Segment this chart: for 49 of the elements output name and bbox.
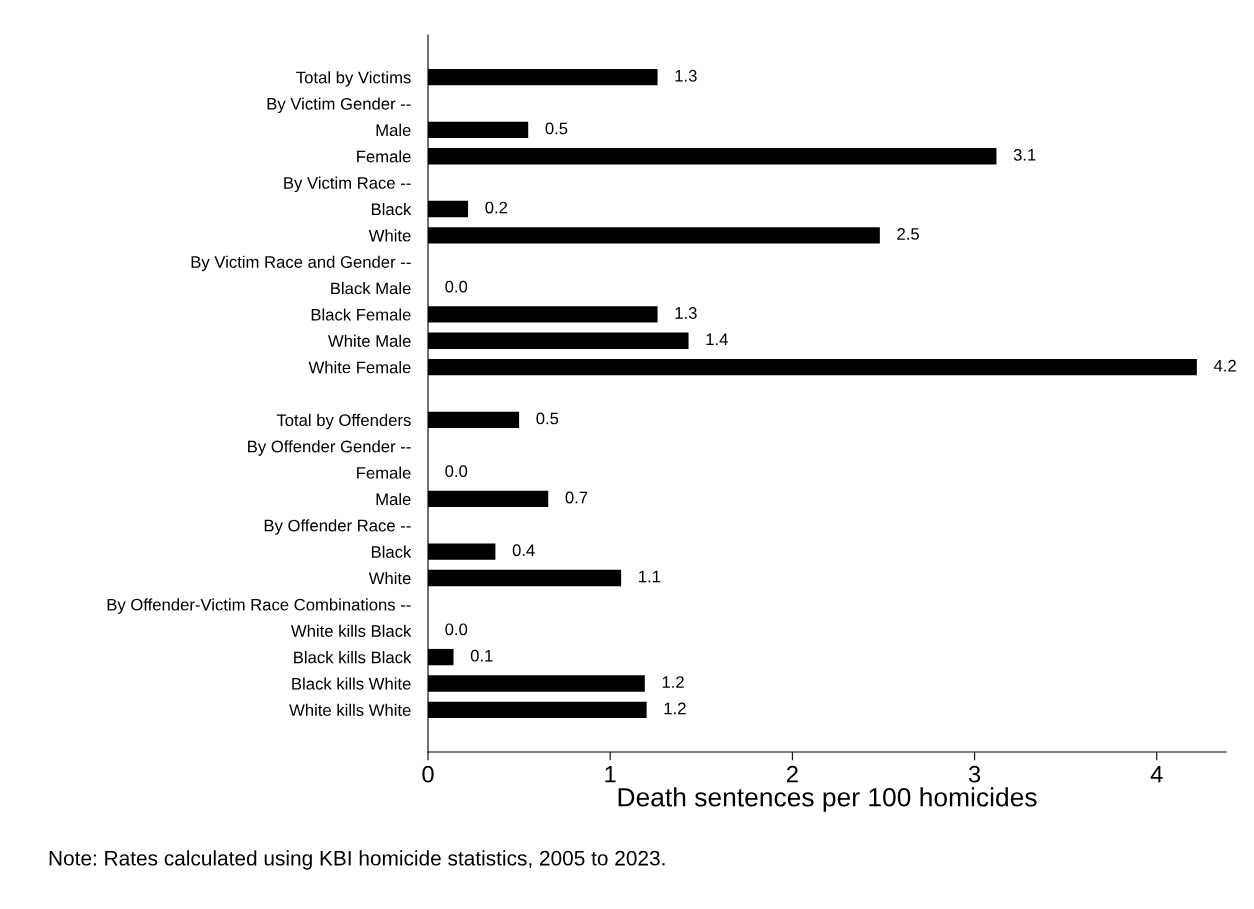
y-tick-label: Black Female	[311, 308, 411, 321]
y-tick-label: Black Male	[331, 282, 411, 295]
x-tick-label: 1	[605, 766, 616, 783]
y-tick-label: White	[368, 571, 411, 585]
y-tick-label: By Victim Race and Gender --	[191, 255, 411, 272]
y-tick-label: Black	[371, 545, 412, 558]
data-label: 2.5	[897, 228, 919, 240]
x-tick-label: 3	[968, 765, 981, 783]
y-tick-label: By Offender-Victim Race Combinations --	[107, 598, 411, 614]
data-label: 4.2	[1213, 359, 1236, 372]
data-label: 1.3	[675, 69, 697, 82]
x-axis-title: Death sentences per 100 homicides	[618, 787, 1037, 812]
y-tick-label: Male	[376, 492, 411, 506]
y-tick-label: White Male	[328, 334, 411, 347]
data-label: 3.1	[1013, 148, 1036, 161]
y-tick-label: Black kills Black	[294, 651, 412, 664]
y-tick-label: By Victim Gender --	[267, 97, 411, 114]
y-tick-label: Black kills White	[292, 677, 411, 690]
y-tick-label: By Offender Gender --	[248, 440, 411, 456]
data-label: 1.4	[706, 333, 728, 346]
data-label: 1.1	[639, 570, 661, 583]
y-tick-label: White Female	[308, 361, 411, 374]
y-tick-label: Female	[357, 466, 411, 479]
data-label: 0.2	[485, 201, 508, 214]
data-label: 1.2	[664, 702, 686, 715]
data-label: 0.1	[470, 649, 493, 662]
data-label: 0.4	[512, 544, 535, 557]
y-tick-label: Total by Victims	[296, 71, 411, 87]
text: Note: Rates calculated using KBI homicide statistics, 2005 to 2023.	[49, 850, 665, 870]
y-tick-label: Total by Offenders	[276, 413, 411, 430]
y-tick-label: By Offender Race --	[264, 519, 411, 535]
y-tick-label: Female	[357, 150, 411, 163]
data-label: 0.0	[445, 623, 468, 636]
x-tick-label: 0	[422, 765, 434, 783]
y-tick-label: Black	[371, 202, 412, 216]
x-tick-label: 4	[1150, 766, 1163, 783]
data-label: 0.0	[445, 465, 468, 478]
data-label: 0.5	[536, 412, 559, 425]
y-tick-label: White kills Black	[291, 624, 412, 637]
y-tick-label: White	[368, 229, 411, 242]
data-label: 1.2	[662, 676, 684, 688]
y-tick-label: White kills White	[289, 703, 411, 717]
data-label: 1.3	[675, 307, 697, 319]
x-tick-label: 2	[787, 765, 798, 783]
y-tick-label: By Victim Race --	[284, 176, 411, 193]
data-label: 0.7	[565, 491, 588, 504]
data-label: 0.5	[545, 122, 568, 135]
data-label: 0.0	[445, 280, 468, 293]
y-tick-label: Male	[376, 123, 411, 137]
